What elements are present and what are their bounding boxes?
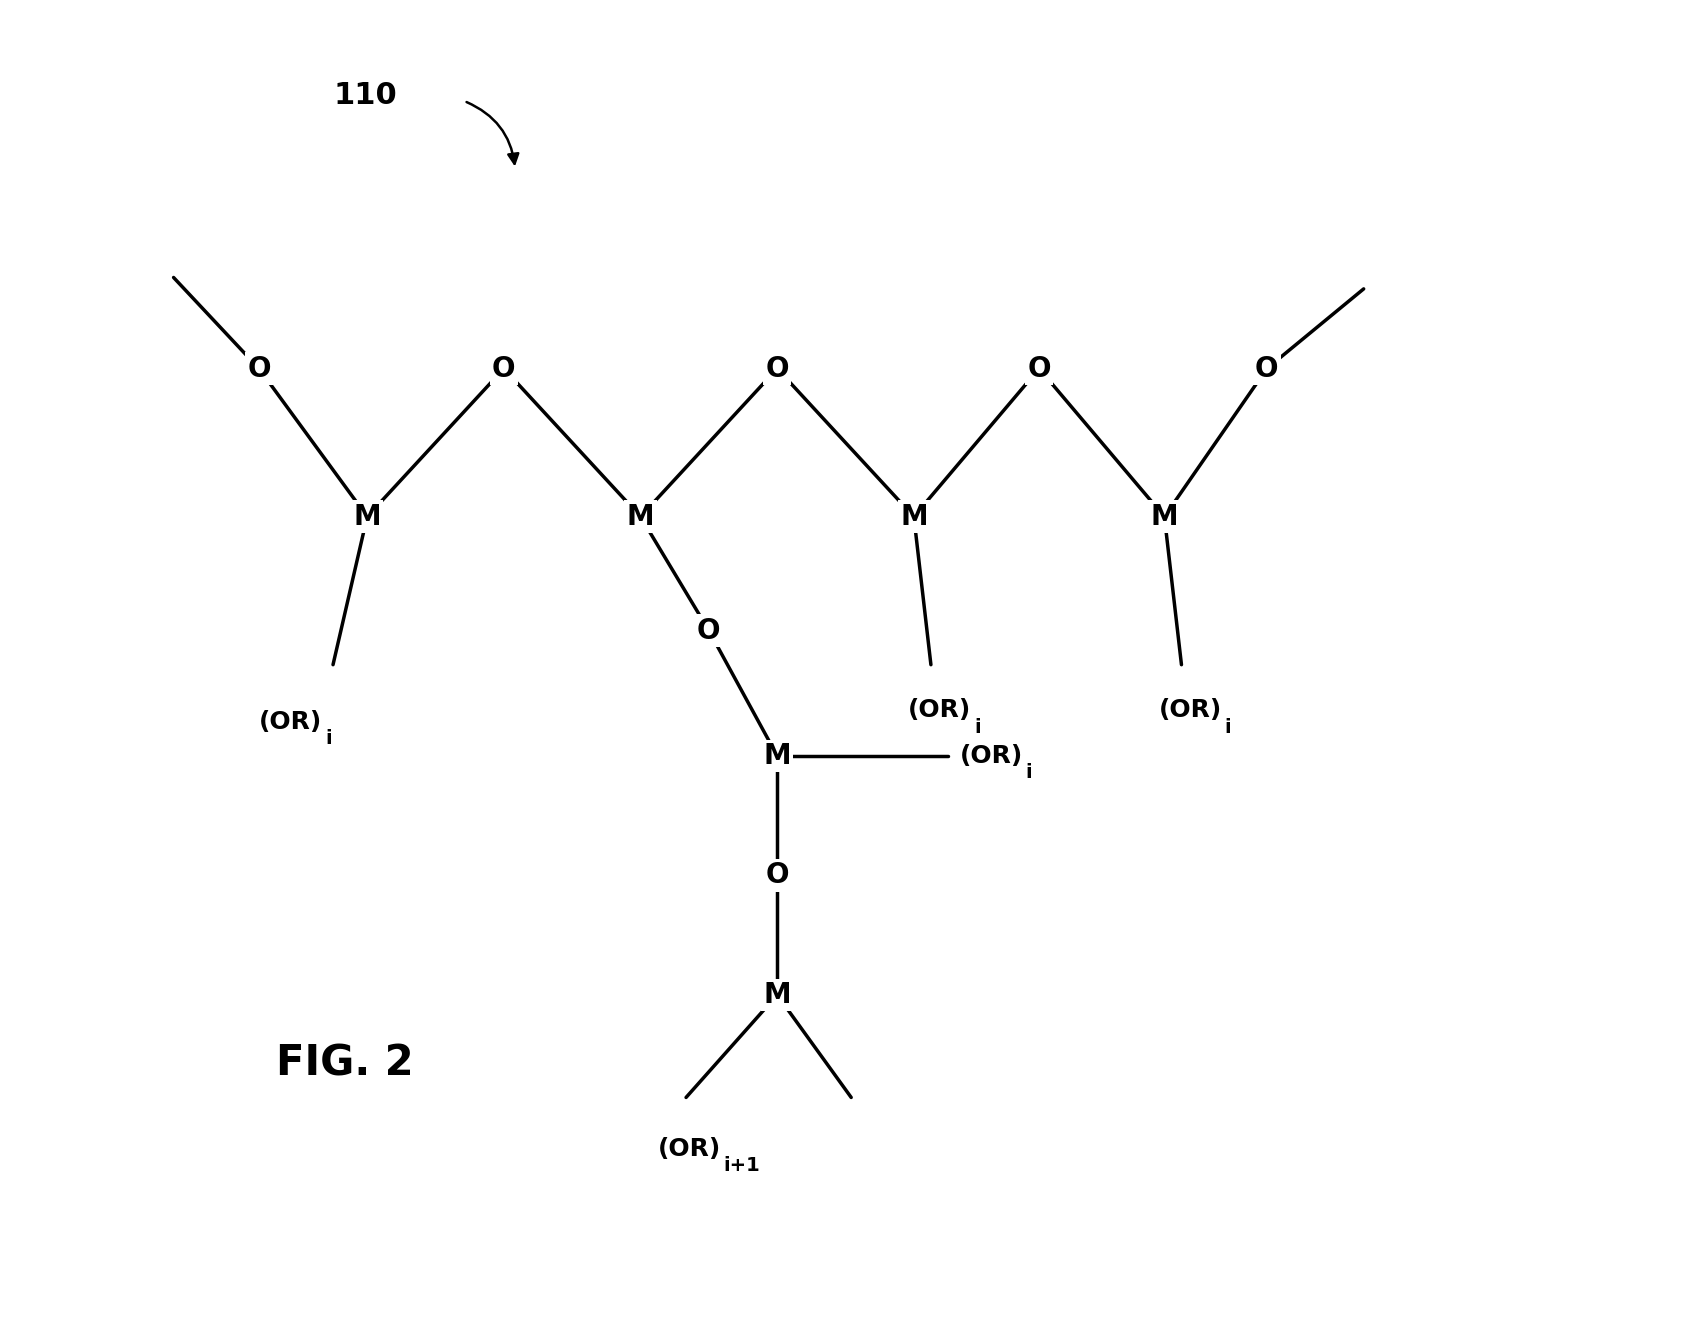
Text: (OR): (OR) (658, 1136, 720, 1161)
Text: O: O (766, 355, 790, 382)
Text: (OR): (OR) (959, 743, 1023, 768)
Text: i: i (974, 718, 981, 737)
Text: O: O (766, 862, 790, 890)
Text: (OR): (OR) (259, 709, 323, 734)
Text: i: i (1224, 718, 1231, 737)
Text: i: i (1025, 763, 1032, 783)
Text: M: M (627, 502, 654, 531)
Text: O: O (1028, 355, 1050, 382)
Text: M: M (763, 981, 791, 1010)
Text: O: O (1255, 355, 1278, 382)
Text: i: i (325, 729, 331, 749)
Text: 110: 110 (333, 80, 397, 109)
Text: M: M (353, 502, 380, 531)
Text: FIG. 2: FIG. 2 (276, 1043, 414, 1085)
Text: O: O (247, 355, 271, 382)
Text: i+1: i+1 (724, 1156, 761, 1176)
Text: (OR): (OR) (1158, 699, 1223, 722)
Text: (OR): (OR) (908, 699, 971, 722)
Text: O: O (492, 355, 516, 382)
Text: O: O (697, 617, 720, 645)
Text: M: M (763, 742, 791, 770)
Text: M: M (1150, 502, 1179, 531)
Text: M: M (900, 502, 928, 531)
